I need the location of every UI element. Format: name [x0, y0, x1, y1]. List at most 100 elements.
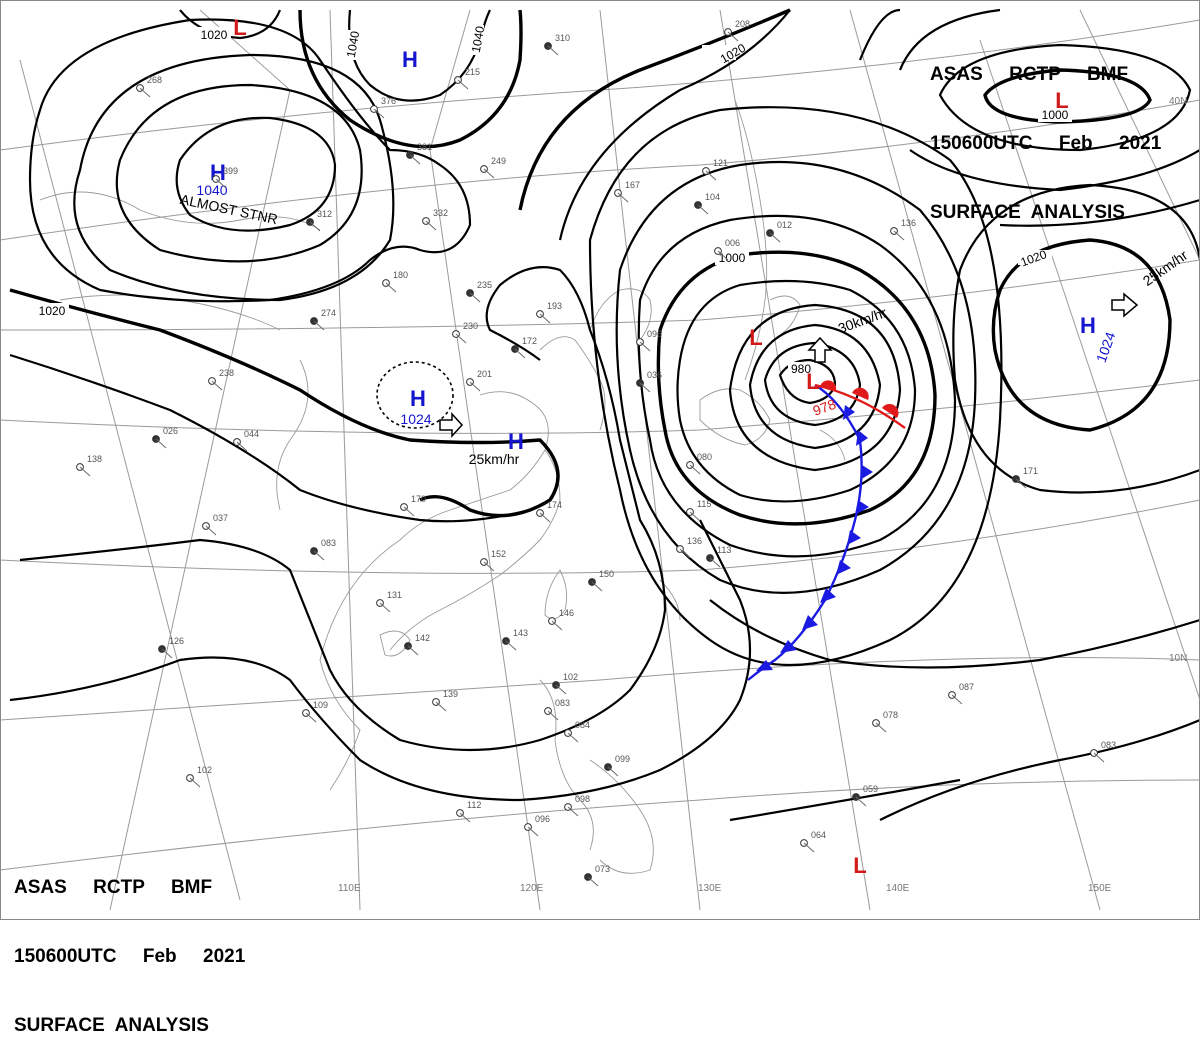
wind-barb-icon: [155, 438, 167, 449]
station-value: 131: [387, 590, 402, 600]
chart-header-bottom: ASAS RCTP BMF 150600UTC Feb 2021 SURFACE…: [14, 830, 245, 1060]
station-value: 102: [563, 672, 578, 682]
station-value: 201: [477, 369, 492, 379]
wind-barb-icon: [407, 645, 419, 656]
wind-barb-icon: [385, 282, 397, 293]
station-value: 310: [555, 33, 570, 43]
wind-barb-icon: [409, 154, 421, 165]
longitude-label: 140E: [886, 883, 910, 894]
low-center-marker: L: [1055, 88, 1068, 113]
station-value: 150: [599, 569, 614, 579]
latitude-label: 10N: [1169, 653, 1187, 664]
header-line: ASAS RCTP BMF: [930, 64, 1129, 85]
wind-barb-icon: [483, 168, 495, 179]
wind-barb-icon: [639, 341, 651, 352]
wind-barb-icon: [555, 684, 567, 695]
station-value: 172: [522, 336, 537, 346]
wind-barb-icon: [567, 806, 579, 817]
wind-barb-icon: [679, 548, 691, 559]
high-center-marker: H: [402, 47, 418, 72]
station-value: 037: [213, 513, 228, 523]
isobars: [9, 8, 1200, 822]
wind-barb-icon: [709, 557, 721, 568]
station-value: 143: [513, 628, 528, 638]
chart-header-top: ASAS RCTP BMF 150600UTC Feb 2021 SURFACE…: [930, 17, 1161, 247]
high-center-marker: H: [508, 429, 524, 454]
station-value: 096: [535, 814, 550, 824]
header-line: ASAS RCTP BMF: [14, 877, 213, 898]
station-value: 064: [811, 830, 826, 840]
isobar-label: 980: [791, 362, 811, 376]
station-value: 012: [777, 220, 792, 230]
station-value: 180: [393, 270, 408, 280]
wind-barb-icon: [567, 732, 579, 743]
station-value: 099: [615, 754, 630, 764]
high-center-pressure: 1024: [400, 411, 431, 427]
wind-barb-icon: [855, 796, 867, 807]
wind-barb-icon: [875, 722, 887, 733]
wind-barb-icon: [469, 292, 481, 303]
wind-barb-icon: [803, 842, 815, 853]
wind-barb-icon: [893, 230, 905, 241]
header-line: 150600UTC Feb 2021: [14, 946, 246, 967]
wind-barb-icon: [309, 221, 321, 232]
longitude-label: 110E: [338, 883, 361, 894]
wind-barb-icon: [435, 701, 447, 712]
isobar-label: 1040: [344, 30, 362, 59]
isobar-label: 1000: [1042, 108, 1069, 122]
station-value: 109: [313, 700, 328, 710]
station-value: 235: [477, 280, 492, 290]
station-value: 126: [169, 636, 184, 646]
station-value: 036: [647, 370, 662, 380]
isobar-labels: 1020 1040 1040 1020 1000 1020 1020 1000 …: [35, 25, 1072, 376]
station-value: 136: [687, 536, 702, 546]
station-value: 112: [467, 800, 481, 810]
wind-barb-icon: [236, 441, 248, 452]
station-value: 312: [317, 209, 332, 219]
station-value: 174: [547, 500, 562, 510]
station-value: 152: [491, 549, 506, 559]
station-value: 146: [559, 608, 574, 618]
station-value: 268: [147, 75, 162, 85]
station-value: 167: [625, 180, 640, 190]
high-center-marker: H: [1080, 313, 1096, 338]
station-value: 096: [647, 329, 662, 339]
wind-barb-icon: [139, 87, 151, 98]
station-value: 102: [197, 765, 212, 775]
wind-barb-icon: [457, 79, 469, 90]
wind-barb-icon: [697, 204, 709, 215]
wind-barb-icon: [505, 640, 517, 651]
station-value: 083: [1101, 740, 1116, 750]
station-value: 104: [705, 192, 720, 202]
wind-barb-icon: [1093, 752, 1105, 763]
low-center-marker: L: [233, 15, 246, 40]
station-value: 080: [697, 452, 712, 462]
station-value: 238: [219, 368, 234, 378]
high-center-marker: H: [410, 386, 426, 411]
wind-barb-icon: [313, 550, 325, 561]
station-value: 139: [443, 689, 458, 699]
station-value: 136: [901, 218, 916, 228]
wind-barb-icon: [539, 313, 551, 324]
wind-barb-icon: [689, 511, 701, 522]
low-center-marker: L: [749, 325, 762, 350]
arrow-icon: [807, 336, 833, 363]
station-value: 170: [411, 494, 426, 504]
isobar-label: 1040: [469, 25, 487, 54]
low-center-marker: L: [853, 853, 866, 878]
wind-barb-icon: [727, 31, 739, 42]
station-value: 059: [863, 784, 878, 794]
station-value: 026: [163, 426, 178, 436]
station-plots: 310 215 376 381 249 399 312 332 167 104 121 006 012 1…: [76, 19, 1116, 887]
wind-barb-icon: [373, 108, 385, 119]
station-value: 208: [735, 19, 750, 29]
longitude-label: 150E: [1088, 883, 1112, 894]
station-value: 171: [1023, 466, 1038, 476]
wind-barb-icon: [547, 45, 559, 56]
station-value: 332: [433, 208, 448, 218]
wind-barb-icon: [161, 648, 173, 659]
isobar-label: 1020: [39, 304, 66, 318]
wind-barb-icon: [205, 525, 217, 536]
wind-barb-icon: [705, 170, 717, 181]
wind-barb-icon: [379, 602, 391, 613]
